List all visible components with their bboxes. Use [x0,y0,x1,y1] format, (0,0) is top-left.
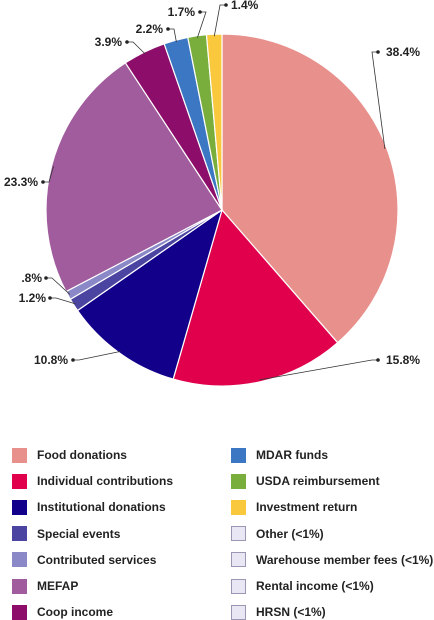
leader-line-contributed-services [46,277,71,295]
legend-swatch [231,526,246,542]
data-label-individual-contributions: 15.8% [386,353,420,367]
legend-item-warehouse-member-fees-1: Warehouse member fees (<1%) [231,552,433,568]
data-label-mefap: 23.3% [4,175,38,189]
leader-dot-food-donations [376,50,380,54]
leader-dot-investment-return [224,3,228,7]
legend-swatch [12,552,27,568]
legend-label: Institutional donations [37,500,166,515]
leader-line-food-donations [371,51,386,150]
data-label-special-events: 1.2% [19,291,47,305]
leader-line-usda-reimbursement [197,11,207,38]
legend-swatch [231,447,246,463]
data-label-institutional-donations: 10.8% [34,353,68,367]
data-label-food-donations: 38.4% [386,45,420,59]
legend-swatch [12,578,27,594]
data-label-investment-return: 1.4% [231,0,259,12]
legend-label: MEFAP [37,579,79,593]
leader-dot-institutional-donations [71,358,75,362]
leader-line-coop-income [127,41,146,55]
leader-dot-mdar-funds [166,27,170,31]
legend-item-coop-income: Coop income [12,604,113,620]
legend-item-special-events: Special events [12,526,120,542]
pie-slices [45,33,399,387]
leader-dot-usda-reimbursement [198,10,202,14]
data-label-mdar-funds: 2.2% [136,22,164,36]
leader-dot-mefap [41,180,45,184]
data-label-contributed-services: .8% [21,271,42,285]
data-label-coop-income: 3.9% [95,35,123,49]
legend-label: Special events [37,526,121,541]
pie-slice-food-donations [221,33,399,344]
leader-dot-individual-contributions [376,358,380,362]
legend-swatch [12,473,27,489]
legend-item-rental-income-1: Rental income (<1%) [231,578,374,594]
legend-item-contributed-services: Contributed services [12,552,156,568]
legend-swatch [231,499,246,515]
legend-item-mefap: MEFAP [12,578,78,594]
legend-item-individual-contributions: Individual contributions [12,473,173,489]
leader-line-investment-return [213,4,226,37]
legend-swatch [12,447,27,463]
pie-slice-mefap [45,62,223,293]
pie-chart: 38.4% 15.8% 10.8% 1.2% .8% 23.3% 3.9% 2.2% 1.7% 1… [4,0,420,387]
legend-item-investment-return: Investment return [231,499,357,515]
legend-item-food-donations: Food donations [12,447,127,463]
legend-item-usda-reimbursement: USDA reimbursement [231,473,380,489]
leader-line-special-events [50,297,76,305]
pie-slice-institutional-donations [76,208,224,380]
legend-label: Food donations [37,448,127,462]
legend-label: Investment return [256,500,358,515]
leader-dot-coop-income [125,40,129,44]
legend-swatch [231,473,246,489]
legend-item-other-1: Other (<1%) [231,526,324,542]
legend-swatch [231,552,246,568]
legend-swatch [231,604,246,620]
data-label-usda-reimbursement: 1.7% [168,5,196,19]
leader-line-mefap [43,166,54,183]
legend-swatch [12,499,27,515]
legend-swatch [12,604,27,620]
label-leaders [41,3,386,381]
legend-item-institutional-donations: Institutional donations [12,499,166,515]
legend-label: Rental income (<1%) [256,579,374,593]
pie-slice-individual-contributions [172,208,339,387]
legend-swatch [12,526,27,542]
leader-line-mdar-funds [168,28,177,43]
leader-line-individual-contributions [259,359,378,381]
data-labels: 38.4% 15.8% 10.8% 1.2% .8% 23.3% 3.9% 2.2% 1.7% 1… [4,0,420,367]
legend-label: Warehouse member fees (<1%) [256,552,434,567]
legend-label: Other (<1%) [256,526,324,541]
legend-item-hrsn-1: HRSN (<1%) [231,604,326,620]
leader-line-institutional-donations [73,351,121,361]
pie-slice-investment-return [205,33,223,211]
legend-label: Contributed services [37,552,157,567]
legend-label: Individual contributions [37,474,173,489]
legend-label: MDAR funds [256,448,328,462]
leader-dot-contributed-services [44,276,48,280]
leader-dot-special-events [48,296,52,300]
legend-label: HRSN (<1%) [256,605,326,620]
legend-swatch [231,578,246,594]
legend-item-mdar-funds: MDAR funds [231,447,328,463]
legend-label: USDA reimbursement [256,474,380,489]
legend-label: Coop income [37,605,114,620]
